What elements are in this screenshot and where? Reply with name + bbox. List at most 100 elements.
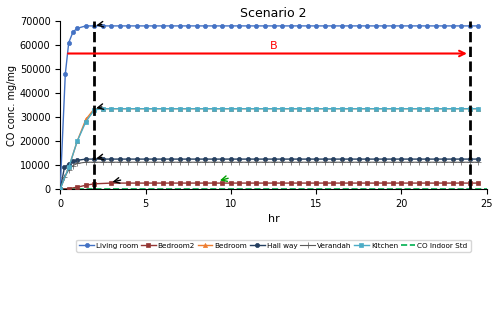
Kitchen: [450, 107, 456, 111]
Bedroom2: [74, 185, 80, 189]
Bedroom: [142, 107, 148, 111]
Bedroom: [270, 107, 276, 111]
Bedroom: [476, 107, 482, 111]
Bedroom2: [176, 181, 182, 185]
Living room: [313, 24, 319, 28]
Verandah: [476, 160, 482, 164]
CO Indoor Std: [74, 187, 80, 191]
Bedroom2: [83, 184, 89, 187]
Line: Bedroom2: Bedroom2: [58, 181, 480, 191]
CO Indoor Std: [57, 187, 63, 191]
Hall way: [202, 157, 208, 161]
Bedroom: [245, 107, 251, 111]
Kitchen: [458, 107, 464, 111]
Bedroom: [185, 107, 191, 111]
Bedroom2: [270, 181, 276, 185]
Verandah: [57, 187, 63, 191]
Kitchen: [296, 107, 302, 111]
Kitchen: [236, 107, 242, 111]
Bedroom2: [296, 181, 302, 185]
Bedroom2: [254, 181, 260, 185]
Bedroom: [236, 107, 242, 111]
X-axis label: hr: hr: [268, 214, 280, 224]
Bedroom2: [185, 181, 191, 185]
Kitchen: [202, 107, 208, 111]
Bedroom: [373, 107, 379, 111]
Living room: [450, 24, 456, 28]
Kitchen: [117, 107, 123, 111]
Bedroom: [228, 107, 234, 111]
Bedroom2: [398, 181, 404, 185]
Bedroom: [202, 107, 208, 111]
Bedroom2: [441, 181, 447, 185]
Kitchen: [476, 107, 482, 111]
Bedroom: [348, 107, 354, 111]
Bedroom2: [194, 181, 200, 185]
Kitchen: [151, 107, 157, 111]
Bedroom: [339, 107, 345, 111]
Bedroom2: [92, 182, 98, 186]
Kitchen: [245, 107, 251, 111]
Verandah: [313, 160, 319, 164]
Bedroom: [356, 107, 362, 111]
Bedroom2: [220, 181, 226, 185]
Kitchen: [100, 107, 106, 111]
Bedroom2: [202, 181, 208, 185]
Hall way: [313, 157, 319, 161]
Bedroom2: [313, 181, 319, 185]
Bedroom2: [424, 181, 430, 185]
Bedroom2: [228, 181, 234, 185]
Kitchen: [126, 107, 132, 111]
Bedroom2: [134, 181, 140, 185]
Bedroom: [57, 187, 63, 191]
Bedroom: [441, 107, 447, 111]
Bedroom: [160, 107, 166, 111]
Living room: [202, 24, 208, 28]
Bedroom: [296, 107, 302, 111]
Bedroom: [279, 107, 285, 111]
Bedroom: [416, 107, 422, 111]
Bedroom2: [458, 181, 464, 185]
Bedroom: [151, 107, 157, 111]
Living room: [83, 24, 89, 28]
Text: B: B: [270, 41, 278, 51]
Bedroom: [100, 107, 106, 111]
Kitchen: [348, 107, 354, 111]
Bedroom: [66, 166, 71, 169]
Bedroom: [126, 107, 132, 111]
Kitchen: [108, 107, 114, 111]
Bedroom2: [304, 181, 310, 185]
Bedroom: [424, 107, 430, 111]
Kitchen: [432, 107, 438, 111]
Bedroom: [382, 107, 388, 111]
Kitchen: [364, 107, 370, 111]
Bedroom: [304, 107, 310, 111]
Bedroom: [108, 107, 114, 111]
Bedroom2: [373, 181, 379, 185]
Kitchen: [373, 107, 379, 111]
Bedroom: [211, 107, 217, 111]
Bedroom: [74, 139, 80, 143]
Bedroom: [168, 107, 174, 111]
Bedroom: [83, 118, 89, 121]
Bedroom2: [211, 181, 217, 185]
Kitchen: [211, 107, 217, 111]
Bedroom2: [245, 181, 251, 185]
Bedroom: [398, 107, 404, 111]
Kitchen: [339, 107, 345, 111]
Bedroom2: [57, 187, 63, 191]
Kitchen: [424, 107, 430, 111]
Living room: [74, 27, 80, 30]
Bedroom: [194, 107, 200, 111]
Hall way: [450, 157, 456, 161]
Kitchen: [330, 107, 336, 111]
Bedroom2: [236, 181, 242, 185]
Bedroom: [390, 107, 396, 111]
Kitchen: [92, 108, 98, 112]
Kitchen: [74, 139, 80, 143]
Verandah: [330, 160, 336, 164]
Kitchen: [382, 107, 388, 111]
Bedroom2: [382, 181, 388, 185]
Bedroom2: [330, 181, 336, 185]
Kitchen: [356, 107, 362, 111]
